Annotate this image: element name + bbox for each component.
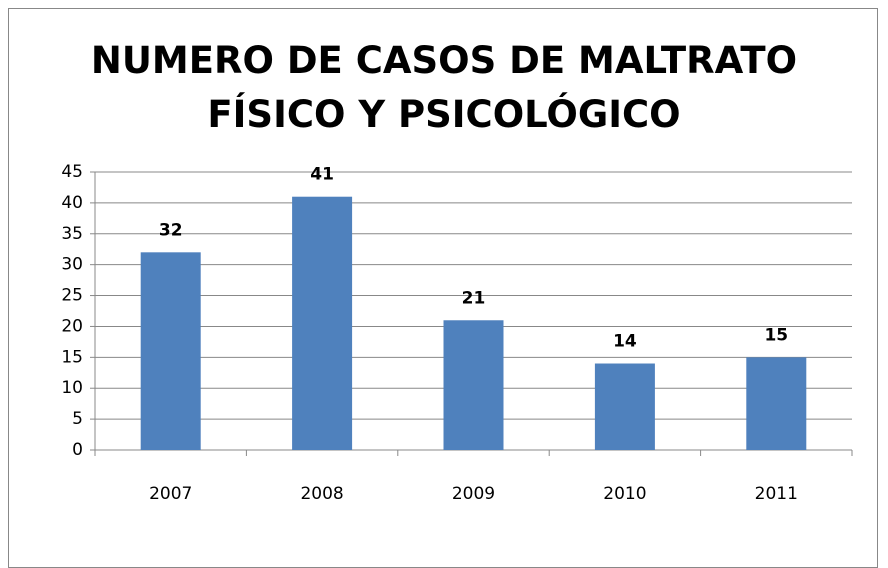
y-tick-label: 45 xyxy=(61,162,83,182)
value-label: 41 xyxy=(310,165,334,185)
bar xyxy=(443,320,504,450)
y-tick-label: 5 xyxy=(72,409,83,429)
y-tick-label: 30 xyxy=(61,255,83,275)
y-tick-label: 15 xyxy=(61,347,83,367)
x-tick-label: 2007 xyxy=(149,484,192,504)
y-tick-label: 20 xyxy=(61,316,83,336)
y-tick-label: 0 xyxy=(72,440,83,460)
x-tick-label: 2008 xyxy=(300,484,343,504)
value-label: 21 xyxy=(462,288,486,308)
bar xyxy=(594,363,655,450)
x-tick-label: 2011 xyxy=(755,484,798,504)
value-label: 14 xyxy=(613,332,637,352)
bar xyxy=(746,357,807,450)
bar xyxy=(140,252,201,450)
y-tick-label: 40 xyxy=(61,193,83,213)
value-label: 32 xyxy=(159,220,183,240)
x-tick-label: 2010 xyxy=(603,484,646,504)
y-tick-label: 25 xyxy=(61,286,83,306)
x-tick-label: 2009 xyxy=(452,484,495,504)
value-label: 15 xyxy=(764,325,788,345)
y-tick-label: 10 xyxy=(61,378,83,398)
bar xyxy=(292,196,353,450)
chart-title: NUMERO DE CASOS DE MALTRATO FÍSICO Y PSI… xyxy=(90,39,798,136)
y-tick-label: 35 xyxy=(61,224,83,244)
